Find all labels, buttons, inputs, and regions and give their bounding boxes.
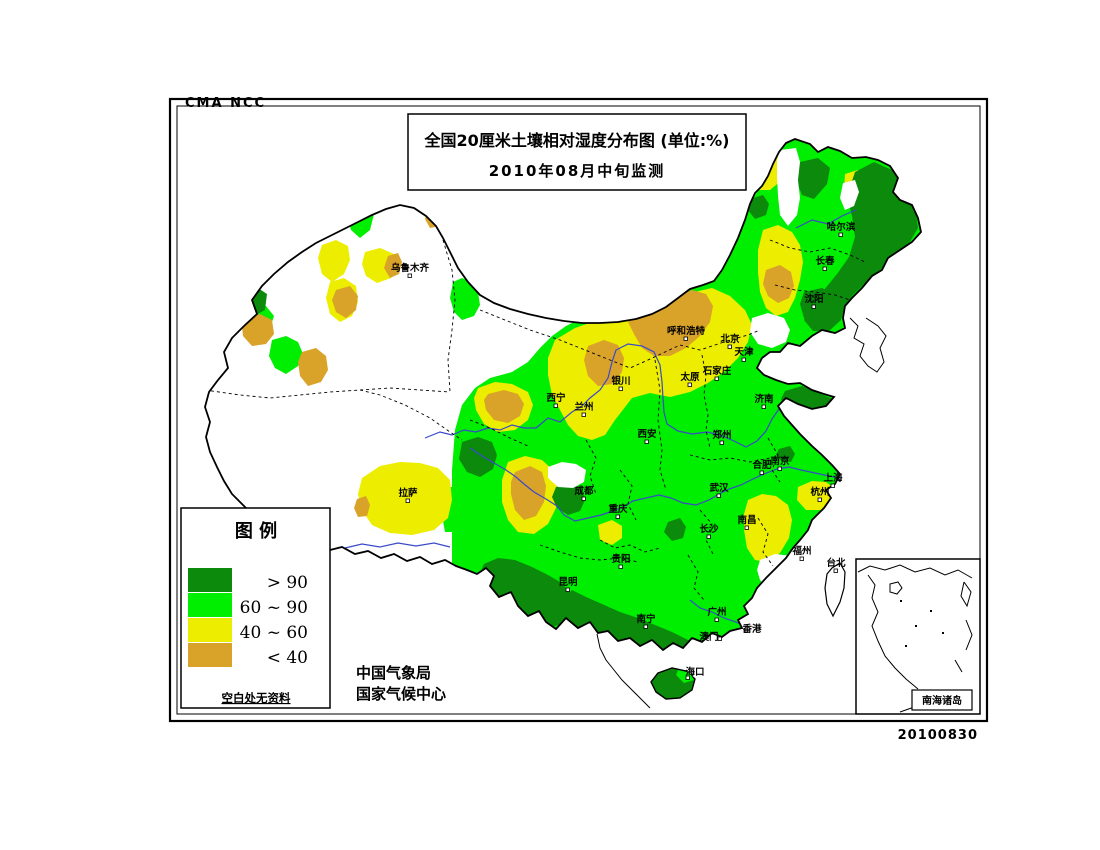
legend-note: 空白处无资料	[222, 691, 291, 705]
city-label: 福州	[791, 545, 812, 561]
city-label: 合肥	[752, 459, 772, 475]
city-name: 兰州	[574, 401, 593, 413]
watermark-cma-ncc: CMA NCC	[185, 96, 266, 111]
city-label: 澳门	[699, 631, 722, 643]
inset-label-box	[911, 689, 973, 711]
city-label: 哈尔滨	[827, 221, 856, 237]
city-name: 哈尔滨	[827, 221, 856, 233]
city-label: 石家庄	[702, 365, 732, 381]
neighbor-coastlines	[596, 317, 887, 709]
map-title-line2: 2010年08月中旬监测	[489, 162, 666, 180]
city-name: 济南	[754, 393, 774, 405]
city-label: 贵阳	[611, 553, 631, 569]
city-name: 成都	[574, 485, 594, 497]
city-name: 石家庄	[702, 365, 732, 377]
city-label: 成都	[574, 485, 594, 501]
hainan-island	[650, 667, 696, 700]
city-label: 西宁	[546, 392, 566, 408]
inset-islands	[900, 600, 944, 647]
city-label: 太原	[680, 371, 700, 387]
city-label: 沈阳	[804, 293, 824, 309]
city-name: 昆明	[558, 577, 578, 588]
city-label: 呼和浩特	[667, 325, 706, 341]
date-stamp: 20100830	[898, 728, 978, 743]
city-name: 沈阳	[804, 293, 823, 305]
city-label: 兰州	[574, 401, 594, 417]
city-label: 银川	[611, 375, 631, 391]
city-name: 拉萨	[398, 487, 418, 499]
city-label: 海口	[685, 666, 705, 680]
city-label: 重庆	[608, 503, 628, 519]
china-outline	[204, 138, 922, 652]
city-label: 北京	[720, 333, 740, 349]
city-name: 武汉	[709, 482, 729, 494]
taiwan-island	[824, 562, 846, 618]
city-label: 南昌	[737, 514, 757, 530]
city-label: 郑州	[712, 429, 732, 445]
city-label: 香港	[741, 623, 762, 635]
inset-label: 南海诸岛	[922, 694, 962, 707]
city-label: 乌鲁木齐	[391, 262, 430, 278]
city-name: 香港	[741, 623, 762, 635]
city-label: 南京	[770, 455, 790, 471]
city-name: 长春	[815, 255, 835, 267]
legend: 图 例 > 90 60 ~ 90 40 ~ 60 < 40 空白处无资料	[180, 507, 331, 709]
city-name: 长沙	[699, 523, 719, 535]
city-name: 澳门	[699, 631, 718, 643]
city-label: 南宁	[636, 613, 656, 629]
city-name: 乌鲁木齐	[391, 262, 430, 274]
city-name: 太原	[680, 371, 700, 383]
map-title-line1: 全国20厘米土壤相对湿度分布图 (单位:%)	[424, 131, 730, 150]
org-name-line1: 中国气象局	[356, 664, 431, 682]
city-label: 长沙	[699, 523, 719, 539]
city-label: 台北	[826, 557, 846, 573]
city-name: 呼和浩特	[667, 325, 706, 337]
city-label: 长春	[815, 255, 835, 271]
city-name: 上海	[823, 472, 843, 484]
legend-label-40-60: 40 ~ 60	[240, 623, 308, 643]
city-name: 银川	[611, 375, 630, 387]
city-label: 杭州	[810, 486, 830, 502]
city-name: 西安	[637, 428, 657, 440]
city-name: 天津	[734, 346, 754, 358]
city-name: 南京	[770, 455, 790, 467]
city-label: 广州	[707, 606, 727, 622]
province-borders	[205, 239, 866, 601]
legend-swatch-40-60	[188, 618, 232, 642]
city-label: 天津	[734, 346, 754, 362]
legend-label-gt-90: > 90	[267, 573, 308, 593]
city-name: 北京	[720, 333, 740, 345]
city-label: 西安	[637, 428, 657, 444]
city-label: 济南	[754, 393, 774, 409]
city-name: 杭州	[810, 486, 829, 498]
legend-swatch-60-90	[188, 593, 232, 617]
city-name: 南昌	[737, 514, 756, 526]
legend-label-lt-40: < 40	[267, 648, 308, 668]
city-name: 南宁	[636, 613, 656, 625]
city-labels: 乌鲁木齐 拉萨 西宁 兰州 银川 成都 重庆 贵阳 昆明 南宁 广州 香港 澳门…	[391, 221, 856, 680]
org-name-line2: 国家气候中心	[356, 685, 446, 703]
city-name: 台北	[826, 557, 846, 569]
legend-title: 图 例	[235, 520, 277, 542]
city-name: 郑州	[712, 429, 731, 441]
south-china-sea-inset: 南海诸岛	[855, 558, 981, 715]
city-name: 福州	[791, 545, 811, 557]
city-label: 拉萨	[398, 487, 418, 503]
city-label: 上海	[823, 472, 843, 488]
title-box: 全国20厘米土壤相对湿度分布图 (单位:%) 2010年08月中旬监测	[407, 113, 747, 191]
city-name: 海口	[685, 666, 704, 678]
legend-swatch-lt-40	[188, 643, 232, 667]
map-frame	[168, 97, 989, 723]
legend-swatch-gt-90	[188, 568, 232, 592]
city-name: 合肥	[752, 459, 772, 471]
city-label: 昆明	[558, 577, 578, 592]
city-label: 武汉	[709, 482, 729, 498]
legend-label-60-90: 60 ~ 90	[240, 598, 308, 618]
city-name: 重庆	[608, 503, 628, 515]
city-name: 西宁	[546, 392, 566, 404]
city-name: 贵阳	[611, 553, 630, 565]
city-name: 广州	[707, 606, 726, 618]
